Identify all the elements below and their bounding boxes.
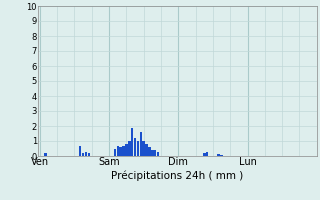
Bar	[134, 138, 136, 156]
Bar	[145, 144, 148, 156]
Bar	[122, 146, 125, 156]
Bar	[140, 132, 142, 156]
Bar	[82, 153, 84, 156]
Bar	[85, 152, 87, 156]
Bar	[148, 147, 151, 156]
Bar	[125, 144, 128, 156]
Bar	[116, 146, 119, 156]
Bar	[131, 128, 133, 156]
Bar	[203, 153, 205, 156]
Bar	[88, 153, 90, 156]
Bar	[114, 148, 116, 156]
Bar	[137, 141, 139, 156]
Bar	[220, 154, 223, 156]
Bar	[119, 147, 122, 156]
Bar	[157, 152, 159, 156]
Bar	[151, 150, 154, 156]
X-axis label: Précipitations 24h ( mm ): Précipitations 24h ( mm )	[111, 170, 244, 181]
Bar	[218, 154, 220, 156]
Bar	[79, 146, 82, 156]
Bar	[154, 150, 156, 156]
Bar	[142, 141, 145, 156]
Bar	[128, 141, 131, 156]
Bar	[206, 152, 208, 156]
Bar	[44, 153, 47, 156]
